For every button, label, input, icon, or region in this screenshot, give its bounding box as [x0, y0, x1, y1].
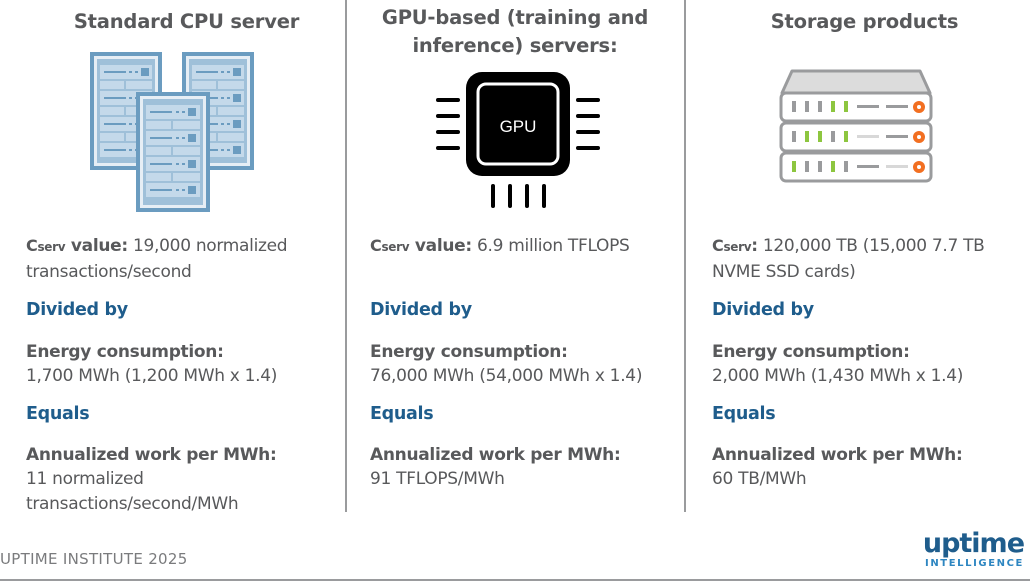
- column-title: Storage products: [770, 10, 959, 33]
- work-label: Annualized work per MWh:: [712, 445, 963, 465]
- work-label: Annualized work per MWh:: [370, 445, 621, 465]
- equals-heading: Equals: [712, 404, 776, 424]
- equals-heading: Equals: [370, 404, 434, 424]
- energy-label: Energy consumption:: [712, 342, 910, 362]
- energy-label: Energy consumption:: [370, 342, 568, 362]
- column-storage-products: Storage products: [685, 0, 1030, 520]
- storage-array-icon: [778, 67, 934, 191]
- column-cpu-server: Standard CPU server: [0, 0, 345, 520]
- source-credit: UPTIME INSTITUTE 2025: [0, 550, 188, 568]
- cserv-value-text: Cserv value: 19,000 normalized transacti…: [26, 236, 288, 282]
- work-value: 91 TFLOPS/MWh: [370, 469, 505, 489]
- energy-value: 1,700 MWh (1,200 MWh x 1.4): [26, 366, 278, 386]
- cserv-value-text: Cserv value: 6.9 million TFLOPS: [370, 236, 630, 256]
- logo-wordmark: uptime: [922, 528, 1025, 559]
- work-value: 11 normalized transactions/second/MWh: [26, 469, 239, 514]
- equals-heading: Equals: [26, 404, 90, 424]
- divided-by-heading: Divided by: [712, 300, 814, 320]
- gpu-chip-icon: GPU: [436, 72, 606, 216]
- column-divider: [684, 0, 686, 512]
- energy-label: Energy consumption:: [26, 342, 224, 362]
- energy-value: 2,000 MWh (1,430 MWh x 1.4): [712, 366, 964, 386]
- uptime-intelligence-logo: uptime INTELLIGENCE: [922, 528, 1025, 570]
- column-divider: [345, 0, 347, 512]
- work-label: Annualized work per MWh:: [26, 445, 277, 465]
- divided-by-heading: Divided by: [370, 300, 472, 320]
- logo-subtitle: INTELLIGENCE: [925, 558, 1024, 569]
- energy-value: 76,000 MWh (54,000 MWh x 1.4): [370, 366, 643, 386]
- divided-by-heading: Divided by: [26, 300, 128, 320]
- cserv-value-text: Cserv: 120,000 TB (15,000 7.7 TB NVME SS…: [712, 236, 985, 282]
- column-title: Standard CPU server: [73, 10, 300, 33]
- work-value: 60 TB/MWh: [712, 469, 807, 489]
- column-title: GPU-based (training and inference) serve…: [381, 6, 649, 57]
- footer-rule: [0, 579, 1030, 581]
- server-rack-icon: [90, 52, 258, 216]
- column-gpu-server: GPU-based (training and inference) serve…: [346, 0, 684, 520]
- svg-text:GPU: GPU: [500, 117, 537, 136]
